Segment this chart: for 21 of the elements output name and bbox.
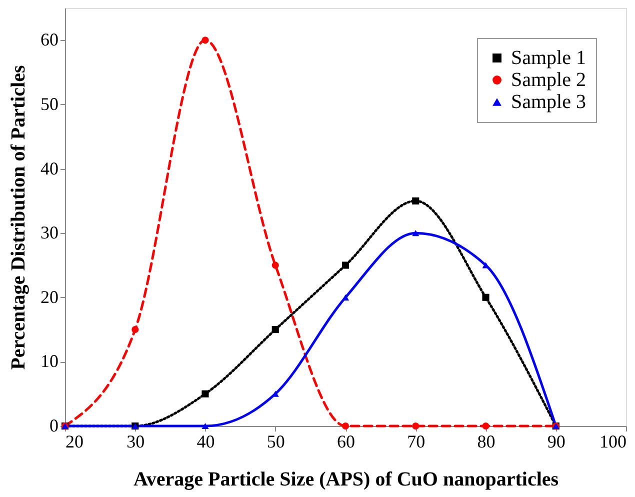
legend-label: Sample 3 <box>511 91 586 113</box>
y-tick-label: 20 <box>40 286 58 307</box>
legend-label: Sample 2 <box>511 69 586 91</box>
x-tick-label: 50 <box>266 432 285 452</box>
y-tick-label: 40 <box>40 158 58 178</box>
y-tick-label: 50 <box>40 94 58 114</box>
x-tick-label: 40 <box>196 432 215 452</box>
y-axis-title: Percentage Distribution of Particles <box>8 65 30 370</box>
legend-label: Sample 1 <box>511 47 586 69</box>
y-tick-label: 60 <box>40 30 58 50</box>
x-tick-label: 60 <box>337 432 355 452</box>
x-tick-label: 90 <box>547 432 566 452</box>
y-tick-label: 30 <box>40 222 58 243</box>
x-tick-label: 20 <box>66 432 84 452</box>
y-tick-label: 10 <box>40 351 58 372</box>
x-axis-title: Average Particle Size (APS) of CuO nanoparticles <box>133 468 559 490</box>
y-tick-label: 0 <box>50 416 58 436</box>
x-tick-label: 100 <box>600 432 626 452</box>
x-tick-label: 70 <box>407 432 426 452</box>
x-tick-label: 30 <box>126 432 145 452</box>
x-tick-label: 80 <box>477 432 496 452</box>
